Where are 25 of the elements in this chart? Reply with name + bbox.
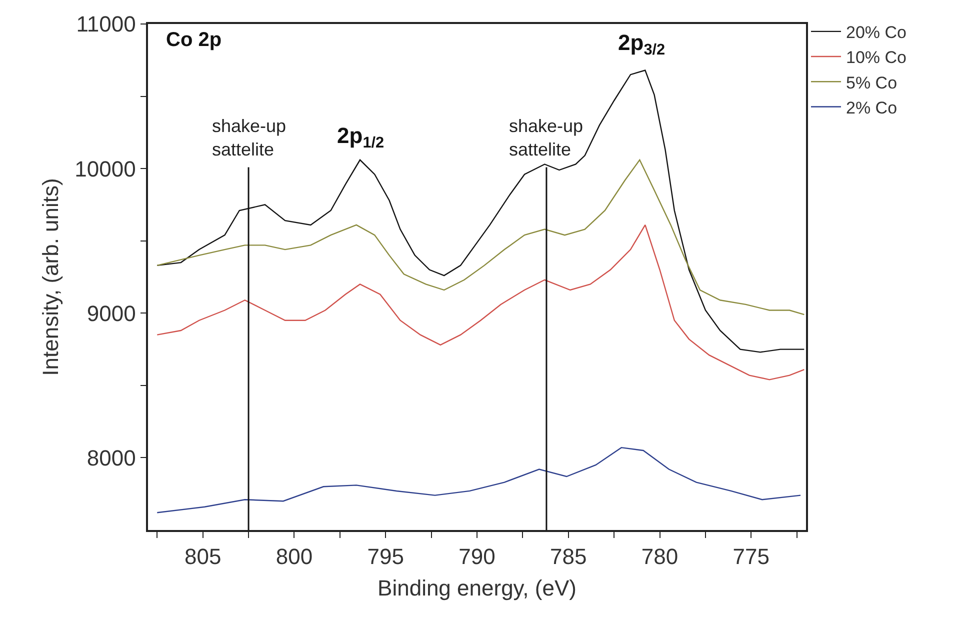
line-series [156, 159, 805, 316]
x-tick-label: 780 [641, 544, 678, 570]
x-tick-label: 805 [184, 544, 222, 570]
legend-label: 5% Co [846, 73, 898, 92]
y-tick-label: 11000 [76, 12, 136, 37]
annotation: 2p$_{3/2}$ [618, 30, 666, 59]
legend-label: 10% Co [846, 48, 906, 68]
x-tick-label: 800 [276, 544, 313, 570]
line-series [156, 446, 802, 514]
legend-label: 20% Co [846, 23, 906, 42]
y-axis-title: Intensity, (arb. units) [38, 178, 63, 376]
line-series [156, 224, 805, 380]
annotation: Co 2p [166, 29, 222, 51]
y-tick-label: 9000 [86, 300, 136, 326]
x-tick-label: 790 [458, 544, 496, 570]
x-tick-label: 795 [367, 544, 404, 570]
x-tick-label: 775 [732, 544, 770, 570]
y-tick-label: 8000 [86, 445, 136, 470]
ref-line-label: shake-up sattelite [212, 116, 286, 160]
x-axis-title: Binding energy, (eV) [378, 576, 576, 601]
annotation: 2p$_{1/2}$ [337, 123, 384, 152]
ref-line-label: shake-up sattelite [509, 116, 584, 160]
x-tick-label: 785 [550, 544, 587, 570]
y-tick-label: 10000 [74, 156, 136, 182]
legend-label: 2% Co [846, 98, 898, 118]
